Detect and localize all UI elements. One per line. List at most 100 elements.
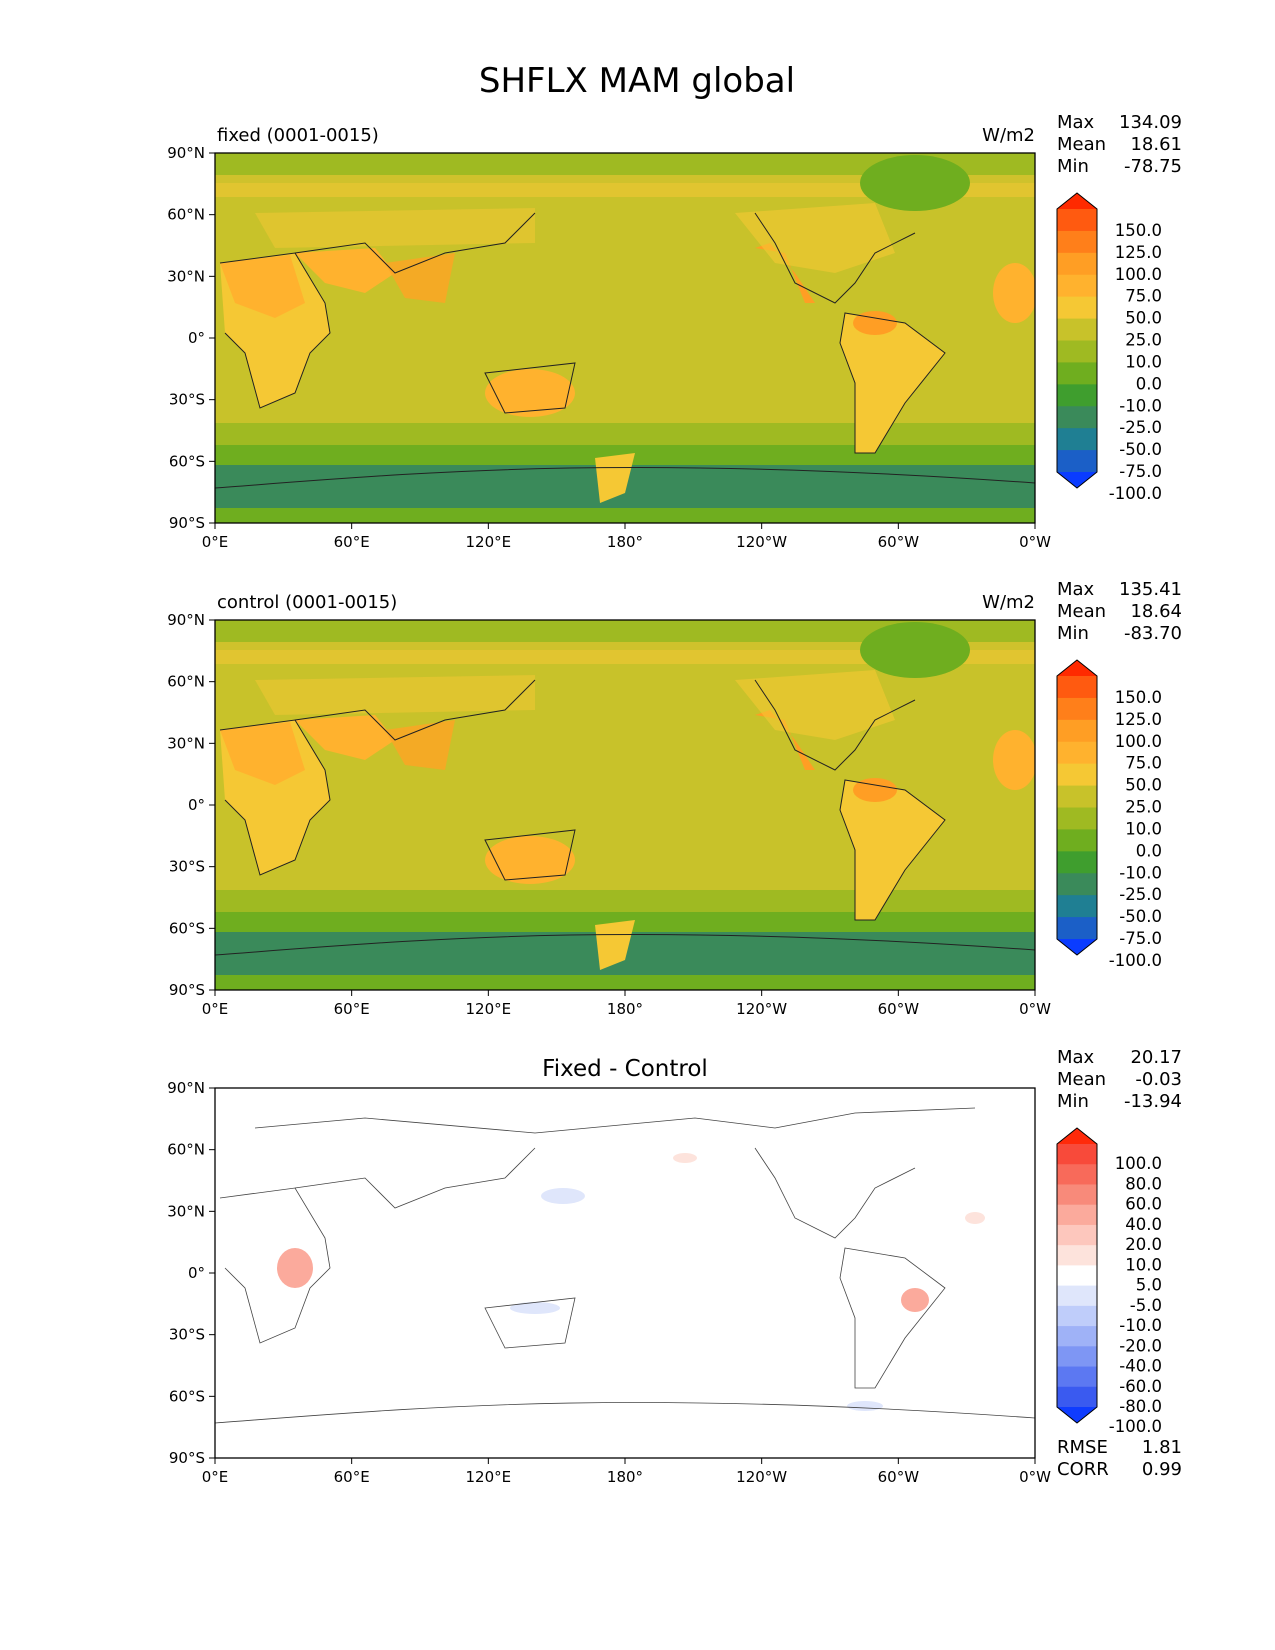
panel-diff <box>214 1087 1036 1459</box>
lat-tick-label: 90°N <box>167 1079 205 1097</box>
colorbar-tick-label: 150.0 <box>1115 688 1162 707</box>
colorbar-band <box>1057 697 1097 721</box>
lon-tick-label: 0°E <box>202 1468 229 1486</box>
colorbar-band <box>1057 252 1097 276</box>
figure-title: SHFLX MAM global <box>479 61 795 101</box>
stat-value: -13.94 <box>1124 1091 1182 1112</box>
extra-stat-label: CORR <box>1057 1459 1109 1480</box>
lat-tick-label: 30°N <box>167 1202 205 1220</box>
lon-tick-label: 60°W <box>878 1000 920 1018</box>
colorbar-band <box>1057 384 1097 407</box>
lat-tick-label: 30°S <box>169 858 205 876</box>
colorbar-tick-label: -5.0 <box>1130 1296 1162 1315</box>
map-field <box>215 1088 1035 1458</box>
colorbar-band <box>1057 428 1097 451</box>
colorbar-extend-max <box>1057 1128 1097 1144</box>
colorbar-band <box>1057 676 1097 699</box>
colorbar-band <box>1057 1245 1097 1266</box>
colorbar-band <box>1057 851 1097 874</box>
panel-control <box>214 619 1036 991</box>
panel-center-title: Fixed - Control <box>542 1056 708 1082</box>
stat-value: 135.41 <box>1119 579 1182 600</box>
extra-stat-value: 1.81 <box>1142 1437 1182 1458</box>
colorbar-tick-label: 100.0 <box>1115 1154 1162 1173</box>
colorbar-band <box>1057 318 1097 341</box>
stat-label: Mean <box>1057 601 1106 622</box>
colorbar-tick-label: 75.0 <box>1125 754 1162 773</box>
colorbar-tick-label: 0.0 <box>1136 841 1162 860</box>
colorbar-tick-label: 20.0 <box>1125 1235 1162 1254</box>
stat-value: 18.64 <box>1130 601 1182 622</box>
colorbar-extend-min <box>1057 472 1097 488</box>
extra-stat-value: 0.99 <box>1142 1459 1182 1480</box>
lat-tick-label: 30°S <box>169 1326 205 1344</box>
colorbar-band <box>1057 296 1097 320</box>
lon-tick-label: 120°W <box>736 533 787 551</box>
colorbar-band <box>1057 807 1097 830</box>
colorbar-tick-label: 100.0 <box>1115 265 1162 284</box>
colorbar-tick-label: -75.0 <box>1119 462 1162 481</box>
lon-tick-label: 60°E <box>334 1468 370 1486</box>
stat-label: Max <box>1057 1047 1095 1068</box>
extra-stat-label: RMSE <box>1057 1437 1108 1458</box>
lat-tick-label: 90°N <box>167 144 205 162</box>
colorbar-tick-label: 100.0 <box>1115 732 1162 751</box>
colorbar-tick-label: -25.0 <box>1119 885 1162 904</box>
lon-tick-label: 120°E <box>466 1468 512 1486</box>
colorbar-band <box>1057 1386 1097 1408</box>
lon-tick-label: 120°E <box>466 533 512 551</box>
colorbar-extend-min <box>1057 939 1097 955</box>
colorbar-tick-label: 10.0 <box>1125 819 1162 838</box>
colorbar-band <box>1057 340 1097 363</box>
lat-tick-label: 90°S <box>169 1449 205 1467</box>
stat-value: 134.09 <box>1119 112 1182 133</box>
stat-value: -78.75 <box>1124 156 1182 177</box>
colorbar-tick-label: -75.0 <box>1119 929 1162 948</box>
colorbar-tick-label: -100.0 <box>1109 951 1162 970</box>
map-field <box>215 153 1035 523</box>
stat-label: Min <box>1057 623 1089 644</box>
colorbar-band <box>1057 1305 1097 1327</box>
colorbar-tick-label: -10.0 <box>1119 1316 1162 1335</box>
stat-value: 20.17 <box>1130 1047 1182 1068</box>
colorbar-band <box>1057 741 1097 765</box>
colorbar-band <box>1057 1366 1097 1388</box>
lon-tick-label: 180° <box>607 1468 643 1486</box>
colorbar-band <box>1057 1265 1097 1287</box>
stat-value: 18.61 <box>1130 134 1182 155</box>
lat-tick-label: 60°N <box>167 1141 205 1159</box>
colorbar-band <box>1057 230 1097 254</box>
lon-tick-label: 0°E <box>202 533 229 551</box>
colorbar-band <box>1057 1326 1097 1347</box>
lat-tick-label: 60°S <box>169 452 205 470</box>
lat-tick-label: 30°N <box>167 267 205 285</box>
colorbar-extend-min <box>1057 1407 1097 1423</box>
colorbar-band <box>1057 1184 1097 1206</box>
stat-label: Min <box>1057 1091 1089 1112</box>
colorbar-extend-max <box>1057 660 1097 676</box>
colorbar-tick-label: -20.0 <box>1119 1336 1162 1355</box>
lon-tick-label: 120°E <box>466 1000 512 1018</box>
colorbar-extend-max <box>1057 193 1097 209</box>
lat-tick-label: 60°N <box>167 673 205 691</box>
map-field <box>215 620 1035 990</box>
colorbar-outline <box>1056 1127 1098 1424</box>
colorbar-band <box>1057 829 1097 852</box>
colorbar-tick-label: -10.0 <box>1119 863 1162 882</box>
stat-value: -83.70 <box>1124 623 1182 644</box>
colorbar-band <box>1057 406 1097 429</box>
colorbar-tick-label: 50.0 <box>1125 309 1162 328</box>
lon-tick-label: 0°W <box>1019 533 1051 551</box>
lon-tick-label: 0°W <box>1019 1468 1051 1486</box>
labels-layer: 90°N60°N30°N0°30°S60°S90°S0°E 60°E 120°E 18… <box>167 112 1182 1486</box>
colorbar-band <box>1057 895 1097 918</box>
lat-tick-label: 0° <box>188 1264 205 1282</box>
panel-fixed <box>214 152 1036 524</box>
colorbar-tick-label: -80.0 <box>1119 1397 1162 1416</box>
colorbar-band <box>1057 450 1097 473</box>
lat-tick-label: 60°S <box>169 919 205 937</box>
stat-label: Mean <box>1057 134 1106 155</box>
panel-units: W/m2 <box>982 592 1035 613</box>
colorbar-band <box>1057 719 1097 743</box>
